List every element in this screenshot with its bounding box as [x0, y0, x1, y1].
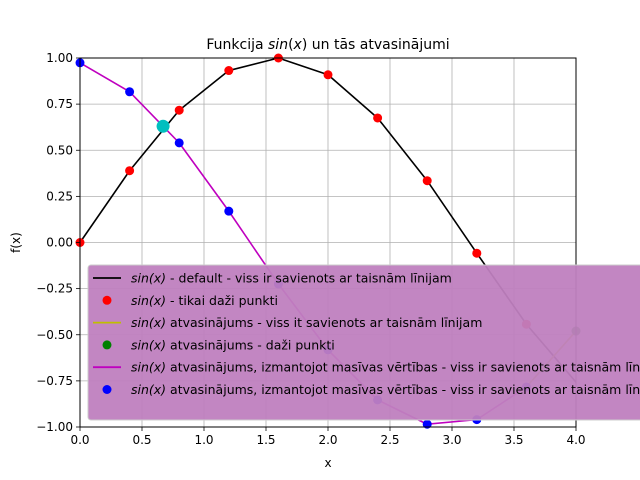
legend-entry-label: sin(x) - default - viss ir savienots ar …: [131, 271, 452, 286]
data-point: [422, 176, 432, 186]
y-tick-label: 0.25: [46, 189, 73, 203]
x-tick-label: 1.5: [256, 433, 275, 447]
y-tick-label: −1.00: [36, 420, 73, 434]
legend-marker-swatch: [102, 340, 112, 350]
data-point: [373, 113, 383, 123]
y-axis-label: f(x): [9, 232, 23, 253]
data-point: [174, 105, 184, 115]
x-tick-label: 2.5: [380, 433, 399, 447]
data-point: [323, 70, 333, 80]
data-point: [125, 87, 135, 97]
legend: sin(x) - default - viss ir savienots ar …: [87, 264, 640, 421]
x-tick-label: 0.5: [132, 433, 151, 447]
legend-entry-label: sin(x) atvasinājums, izmantojot masīvas …: [131, 360, 640, 375]
legend-marker-swatch: [102, 295, 112, 305]
data-point: [174, 138, 184, 148]
y-tick-label: 0.50: [46, 143, 73, 157]
x-tick-label: 0.0: [70, 433, 89, 447]
y-tick-label: 0.75: [46, 97, 73, 111]
series-1: [75, 53, 531, 329]
data-point: [224, 66, 234, 76]
legend-entry-label: sin(x) atvasinājums - viss it savienots …: [131, 315, 482, 330]
legend-box: [87, 264, 640, 421]
data-point: [472, 248, 482, 258]
legend-entry-label: sin(x) atvasinājums - daži punkti: [131, 337, 335, 352]
legend-entry-label: sin(x) atvasinājums, izmantojot masīvas …: [131, 382, 640, 397]
x-tick-label: 3.0: [442, 433, 461, 447]
data-point: [125, 166, 135, 176]
y-tick-label: −0.50: [36, 328, 73, 342]
legend-entry-label: sin(x) - tikai daži punkti: [131, 293, 278, 308]
x-axis-label: x: [324, 456, 331, 470]
x-tick-label: 4.0: [566, 433, 585, 447]
data-point: [224, 206, 234, 216]
data-point: [422, 419, 432, 429]
y-tick-label: −0.25: [36, 282, 73, 296]
chart-title: Funkcija sin(x) un tās atvasinājumi: [206, 37, 449, 53]
x-tick-label: 1.0: [194, 433, 213, 447]
y-tick-label: −0.75: [36, 374, 73, 388]
x-tick-label: 3.5: [504, 433, 523, 447]
intersection-point: [156, 119, 170, 133]
y-tick-label: 0.00: [46, 236, 73, 250]
legend-marker-swatch: [102, 385, 112, 394]
y-tick-label: 1.00: [46, 51, 73, 65]
x-tick-label: 2.0: [318, 433, 337, 447]
ticks: 0.0 0.5 1.0 1.5 2.0 2.5 3.0 3.5 4.0 −1.00 −0.75 −0.…: [36, 51, 585, 447]
